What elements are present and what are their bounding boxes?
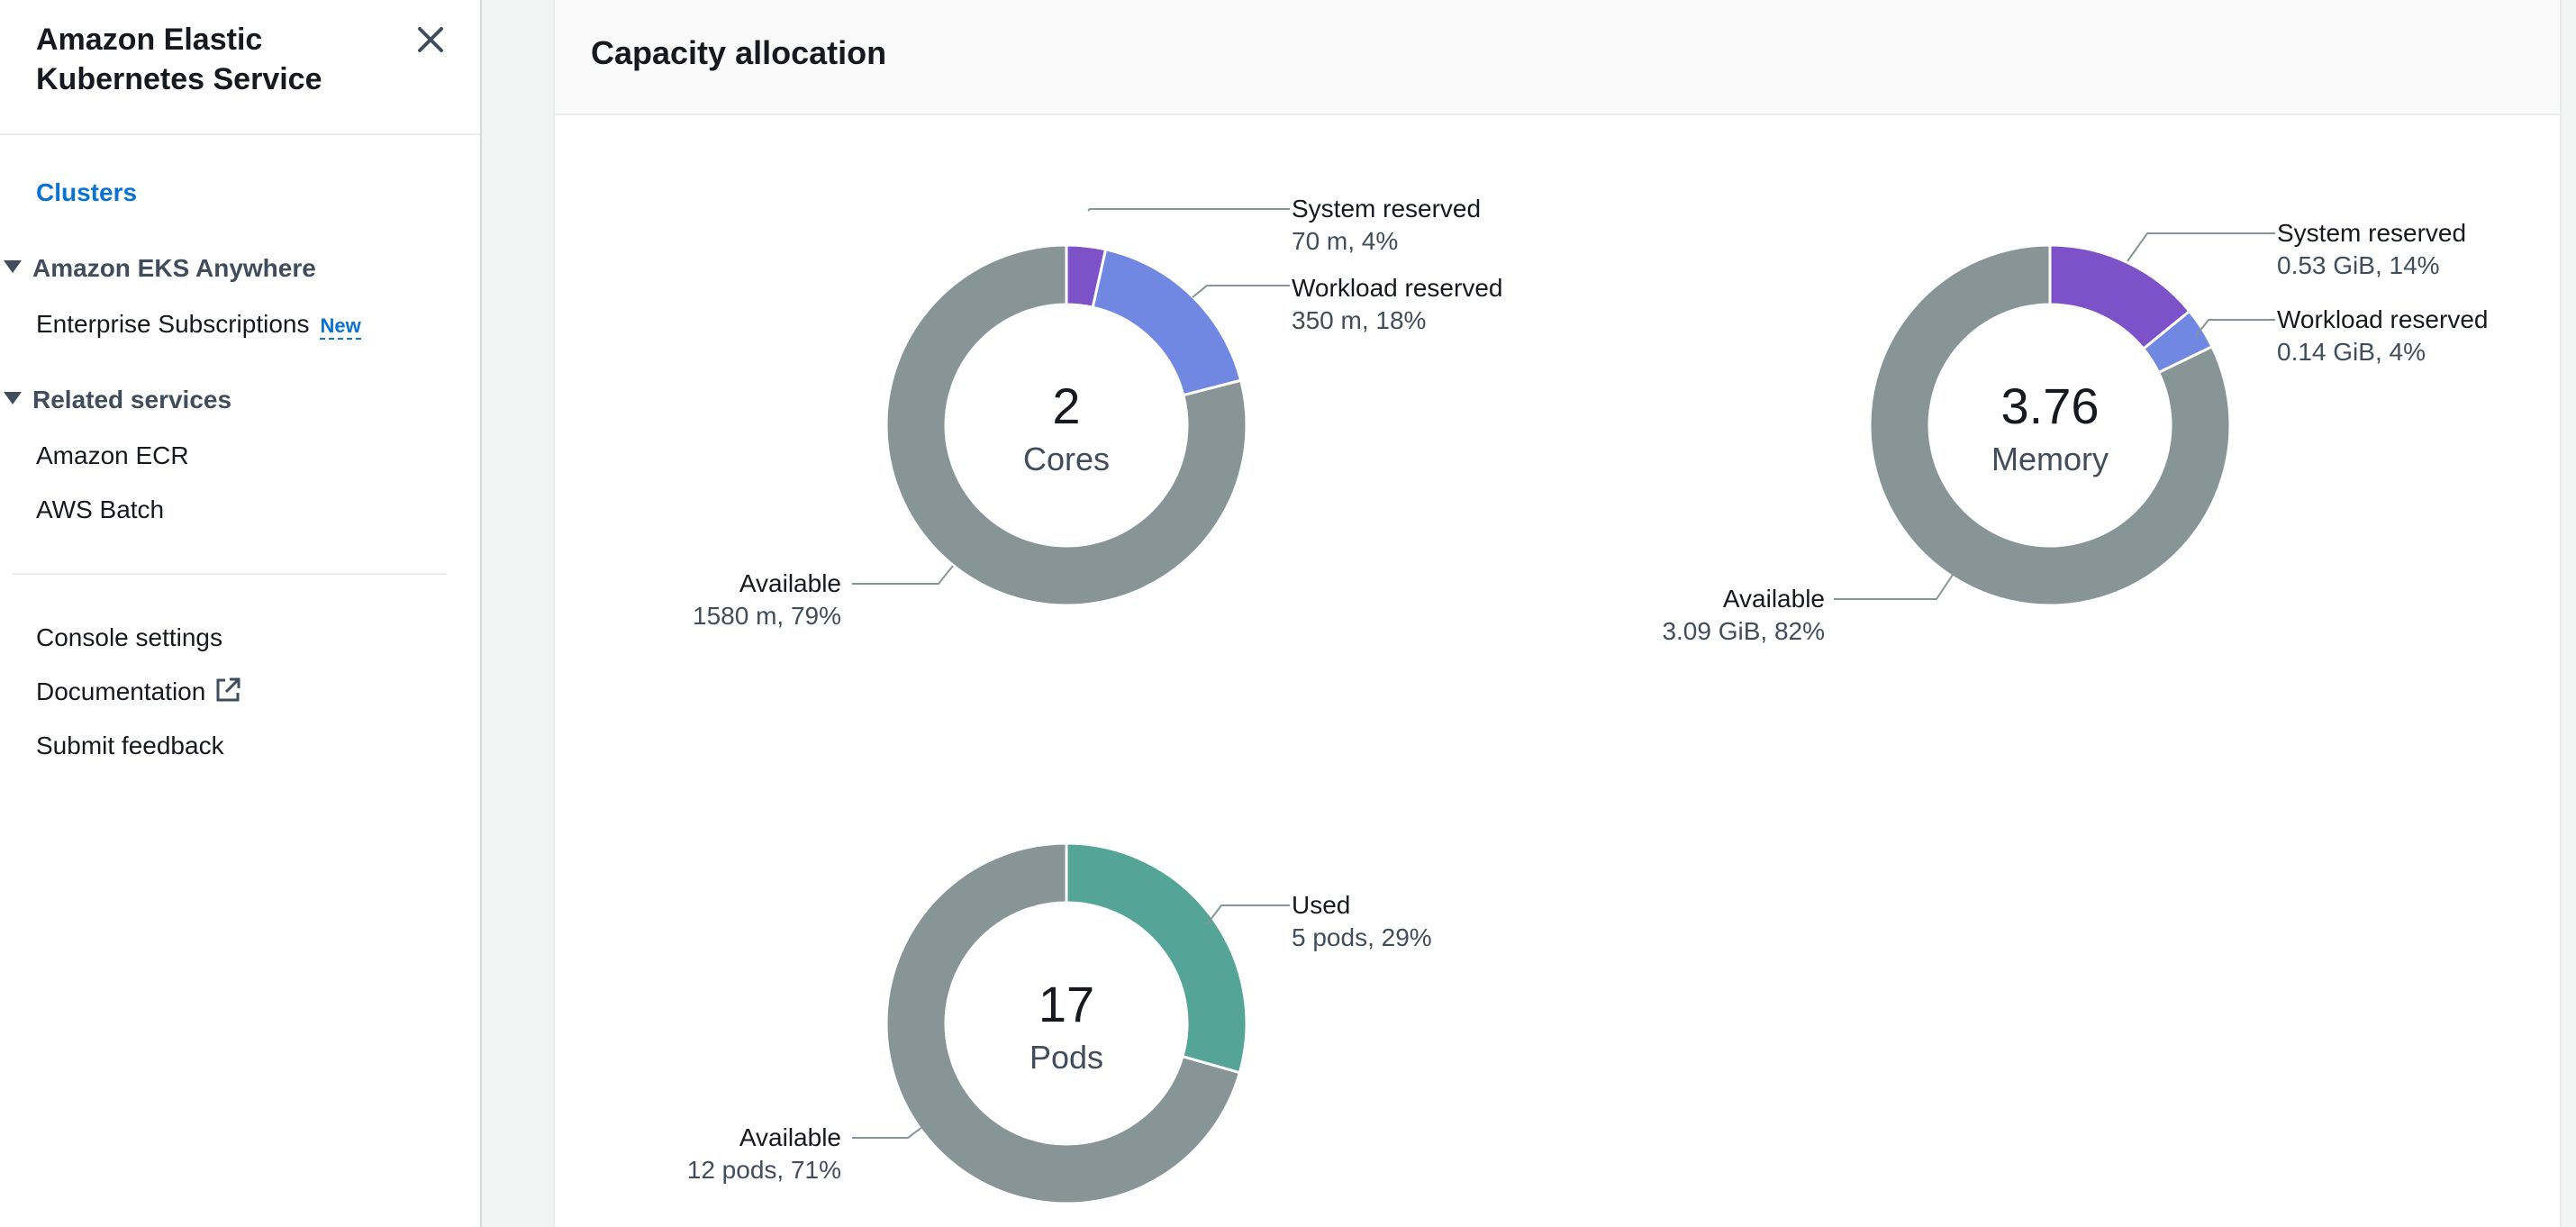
panel-header: Capacity allocation [555, 0, 2560, 115]
nav-item-label: Documentation [36, 677, 206, 705]
nav-divider [13, 573, 447, 575]
pods-leader-available [852, 1123, 927, 1139]
nav-item-amazon-ecr[interactable]: Amazon ECR [36, 441, 189, 469]
capacity-allocation-panel: Capacity allocation 2 Cores System reser… [553, 0, 2562, 1227]
pods-leader-used [1206, 904, 1290, 925]
cores-slices [884, 243, 1248, 607]
nav-item-clusters[interactable]: Clusters [36, 178, 138, 206]
nav-section-label: Amazon EKS Anywhere [32, 254, 316, 282]
nav-section-related-services[interactable]: Related services [0, 384, 231, 416]
nav-item-enterprise-subscriptions[interactable]: Enterprise Subscriptions New [36, 308, 361, 342]
nav-item-documentation[interactable]: Documentation [36, 676, 241, 708]
external-link-icon [214, 677, 241, 704]
side-navigation-header: Amazon Elastic Kubernetes Service [0, 0, 480, 135]
pods-center-value: 17 [1039, 976, 1094, 1032]
memory-center-label: Memory [1991, 441, 2109, 477]
cores-center-value: 2 [1052, 377, 1080, 434]
pods-label-used: Used [1292, 891, 1350, 919]
cores-leader-available [852, 565, 954, 585]
memory-leader-available [1834, 574, 1954, 600]
memory-label-workload: Workload reserved [2277, 305, 2488, 333]
memory-slices [1868, 243, 2232, 607]
donut-slice-2-0[interactable] [1065, 841, 1248, 1075]
memory-label-system: System reserved [2277, 219, 2466, 247]
donut-slice-2-1[interactable] [884, 841, 1242, 1205]
memory-donut-chart: 3.76 Memory System reserved 0.53 GiB, 14… [1662, 219, 2488, 645]
new-badge: New [320, 314, 361, 340]
side-navigation: Amazon Elastic Kubernetes Service Cluste… [0, 0, 482, 1227]
cores-detail-system: 70 m, 4% [1292, 227, 1398, 255]
memory-center-value: 3.76 [2001, 377, 2100, 434]
service-title[interactable]: Amazon Elastic Kubernetes Service [36, 23, 322, 96]
memory-detail-workload: 0.14 GiB, 4% [2277, 338, 2426, 366]
panel-title: Capacity allocation [591, 34, 887, 71]
nav-item-label: Enterprise Subscriptions [36, 310, 310, 338]
cores-detail-workload: 350 m, 18% [1292, 306, 1426, 334]
cores-leader-workload [1192, 285, 1290, 298]
memory-detail-system: 0.53 GiB, 14% [2277, 251, 2440, 279]
caret-down-icon [4, 260, 22, 273]
memory-label-available: Available [1723, 585, 1825, 613]
nav-item-console-settings[interactable]: Console settings [36, 623, 223, 651]
pods-label-available: Available [739, 1123, 841, 1151]
cores-label-system: System reserved [1292, 195, 1481, 223]
cores-donut-chart: 2 Cores System reserved 70 m, 4% Workloa… [693, 195, 1502, 630]
caret-down-icon [4, 392, 22, 404]
cores-label-workload: Workload reserved [1292, 274, 1502, 302]
nav-item-aws-batch[interactable]: AWS Batch [36, 495, 165, 523]
memory-leader-system [2127, 232, 2275, 262]
cores-detail-available: 1580 m, 79% [693, 602, 841, 630]
cores-center-label: Cores [1023, 441, 1110, 477]
nav-section-label: Related services [32, 386, 232, 414]
close-icon[interactable] [411, 20, 450, 59]
pods-donut-chart: 17 Pods Used 5 pods, 29% Available 12 po… [687, 841, 1432, 1205]
donut-slice-0-2[interactable] [884, 243, 1248, 607]
nav-section-eks-anywhere[interactable]: Amazon EKS Anywhere [0, 252, 316, 285]
cores-leader-system [1087, 208, 1290, 212]
pods-detail-used: 5 pods, 29% [1292, 923, 1432, 951]
donut-slice-1-2[interactable] [1868, 243, 2232, 607]
pods-slices [884, 841, 1248, 1205]
memory-leader-workload [2195, 319, 2275, 337]
nav-item-submit-feedback[interactable]: Submit feedback [36, 732, 224, 759]
pods-center-label: Pods [1029, 1039, 1103, 1076]
cores-label-available: Available [739, 569, 841, 597]
memory-detail-available: 3.09 GiB, 82% [1662, 617, 1825, 645]
pods-detail-available: 12 pods, 71% [687, 1156, 841, 1184]
